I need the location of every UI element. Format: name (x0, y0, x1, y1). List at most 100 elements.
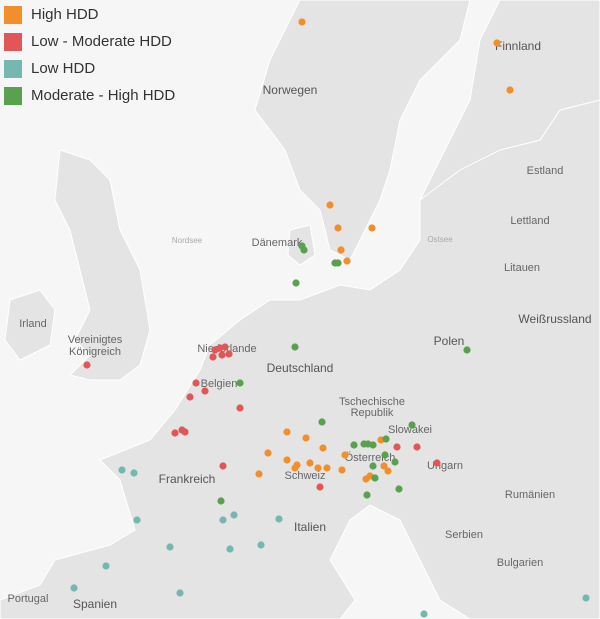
location-point (283, 428, 291, 436)
map-label: Rumänien (505, 489, 555, 501)
location-point (219, 462, 227, 470)
map-label: Tschechische (339, 396, 405, 408)
map-label: Lettland (510, 215, 549, 227)
map-label: Frankreich (159, 472, 216, 486)
location-point (334, 224, 342, 232)
location-point (283, 456, 291, 464)
location-point (343, 257, 351, 265)
location-point (225, 350, 233, 358)
map-label: Dänemark (252, 237, 303, 249)
map-label: Ungarn (427, 460, 463, 472)
legend-label: Low - Moderate HDD (31, 33, 172, 50)
map-label: Republik (351, 407, 394, 419)
map-label: Weißrussland (518, 312, 591, 326)
location-point (275, 515, 283, 523)
location-point (118, 466, 126, 474)
location-point (181, 428, 189, 436)
location-point (219, 516, 227, 524)
map-label: Deutschland (267, 361, 334, 375)
location-point (433, 459, 441, 467)
map-label: Norwegen (263, 83, 318, 97)
location-point (70, 584, 78, 592)
location-point (257, 541, 265, 549)
legend-swatch (4, 6, 22, 24)
legend-label: Low HDD (31, 60, 95, 77)
location-point (381, 451, 389, 459)
map-label: Ostsee (427, 235, 453, 244)
location-point (384, 467, 392, 475)
location-point (337, 246, 345, 254)
location-point (298, 18, 306, 26)
location-point (413, 443, 421, 451)
location-point (582, 594, 590, 602)
map-label: Vereinigtes (68, 334, 123, 346)
location-point (255, 470, 263, 478)
location-point (218, 351, 226, 359)
map-label: Finnland (495, 39, 541, 53)
location-point (350, 441, 358, 449)
location-point (408, 421, 416, 429)
location-point (319, 444, 327, 452)
location-point (369, 462, 377, 470)
location-point (382, 435, 390, 443)
location-point (192, 379, 200, 387)
location-point (186, 393, 194, 401)
map-label: Bulgarien (497, 557, 543, 569)
map-label: Estland (527, 165, 564, 177)
location-point (217, 497, 225, 505)
location-point (369, 441, 377, 449)
location-point (300, 246, 308, 254)
location-point (176, 589, 184, 597)
map-label: Litauen (504, 262, 540, 274)
legend-swatch (4, 87, 22, 105)
location-point (493, 39, 501, 47)
location-point (166, 543, 174, 551)
location-point (230, 511, 238, 519)
location-point (316, 483, 324, 491)
location-point (201, 387, 209, 395)
map-label: Spanien (73, 597, 117, 611)
legend-swatch (4, 60, 22, 78)
location-point (130, 469, 138, 477)
location-point (264, 449, 272, 457)
location-point (83, 361, 91, 369)
map-label: Serbien (445, 529, 483, 541)
location-point (341, 451, 349, 459)
location-point (302, 434, 310, 442)
location-point (391, 458, 399, 466)
location-point (236, 379, 244, 387)
location-point (380, 462, 388, 470)
location-point (371, 474, 379, 482)
legend-label: High HDD (31, 6, 99, 23)
location-point (291, 464, 299, 472)
location-point (363, 491, 371, 499)
legend: High HDD Low - Moderate HDD Low HDD Moderat… (4, 6, 175, 105)
location-point (331, 259, 339, 267)
location-point (318, 418, 326, 426)
location-point (221, 343, 229, 351)
points (70, 18, 590, 618)
location-point (226, 545, 234, 553)
location-point (395, 485, 403, 493)
location-point (133, 516, 141, 524)
location-point (323, 464, 331, 472)
map-label: Slowakei (388, 424, 432, 436)
location-point (292, 279, 300, 287)
map-label: Portugal (8, 593, 49, 605)
location-point (506, 86, 514, 94)
map-label: Irland (19, 318, 47, 330)
location-point (291, 343, 299, 351)
location-point (102, 562, 110, 570)
location-point (338, 466, 346, 474)
legend-swatch (4, 33, 22, 51)
map-label: Nordsee (172, 236, 203, 245)
map-label: Italien (294, 520, 326, 534)
location-point (368, 224, 376, 232)
location-point (420, 610, 428, 618)
map-label: Schweiz (285, 470, 326, 482)
location-point (209, 353, 217, 361)
map-label: Königreich (69, 346, 121, 358)
legend-label: Moderate - High HDD (31, 87, 175, 104)
